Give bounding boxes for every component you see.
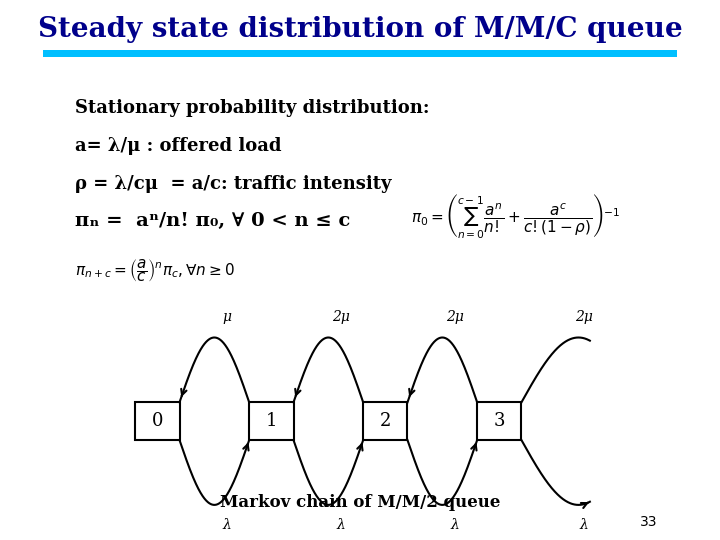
Text: 0: 0 [152,412,163,430]
Text: Steady state distribution of M/M/C queue: Steady state distribution of M/M/C queue [37,16,683,43]
Text: λ: λ [579,518,588,532]
Text: 3: 3 [494,412,505,430]
FancyBboxPatch shape [43,50,677,57]
Text: 2: 2 [379,412,391,430]
Text: μ: μ [222,310,232,324]
Text: 2μ: 2μ [446,310,464,324]
Text: 1: 1 [266,412,277,430]
Text: πₙ =  aⁿ/n! π₀, ∀ 0 < n ≤ c: πₙ = aⁿ/n! π₀, ∀ 0 < n ≤ c [75,212,351,231]
FancyBboxPatch shape [363,402,408,440]
Text: ρ = λ/cμ  = a/c: traffic intensity: ρ = λ/cμ = a/c: traffic intensity [75,174,392,193]
FancyBboxPatch shape [477,402,521,440]
Text: λ: λ [337,518,346,532]
FancyBboxPatch shape [249,402,294,440]
Text: Stationary probability distribution:: Stationary probability distribution: [75,99,430,117]
Text: $\pi_{n+c} = \left(\dfrac{a}{c}\right)^n \pi_c, \forall n \geq 0$: $\pi_{n+c} = \left(\dfrac{a}{c}\right)^n… [75,256,235,284]
Text: a= λ/μ : offered load: a= λ/μ : offered load [75,137,282,155]
Text: 33: 33 [640,515,657,529]
Text: λ: λ [222,518,231,532]
Text: 2μ: 2μ [332,310,350,324]
Text: $\pi_0 = \left(\sum_{n=0}^{c-1}\dfrac{a^n}{n!}+\dfrac{a^c}{c!(1-\rho)}\right)^{-: $\pi_0 = \left(\sum_{n=0}^{c-1}\dfrac{a^… [410,192,620,240]
Text: 2μ: 2μ [575,310,593,324]
FancyBboxPatch shape [135,402,179,440]
Text: λ: λ [451,518,459,532]
Text: Markov chain of M/M/2 queue: Markov chain of M/M/2 queue [220,494,500,511]
